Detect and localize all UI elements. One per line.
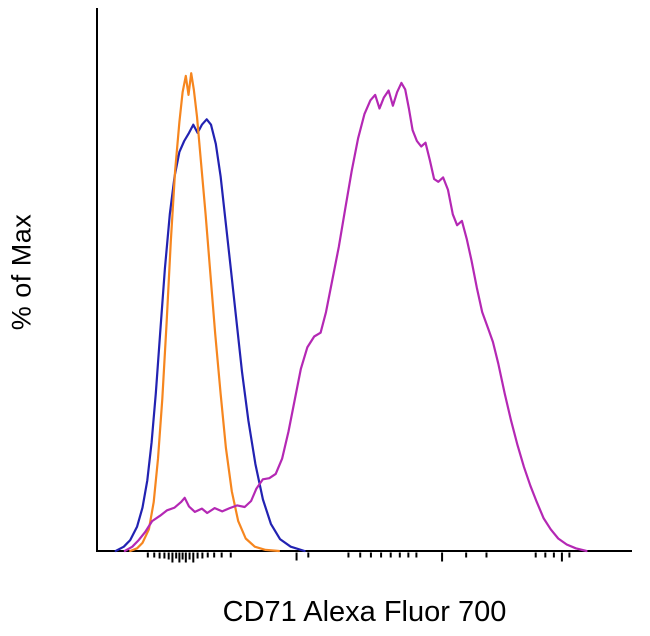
curve-control-blue bbox=[114, 118, 306, 553]
curve-cd71-stained-magenta bbox=[123, 81, 588, 553]
curve-control-orange bbox=[129, 72, 280, 553]
y-axis-label: % of Max bbox=[6, 213, 37, 331]
x-axis-label: CD71 Alexa Fluor 700 bbox=[222, 596, 507, 628]
